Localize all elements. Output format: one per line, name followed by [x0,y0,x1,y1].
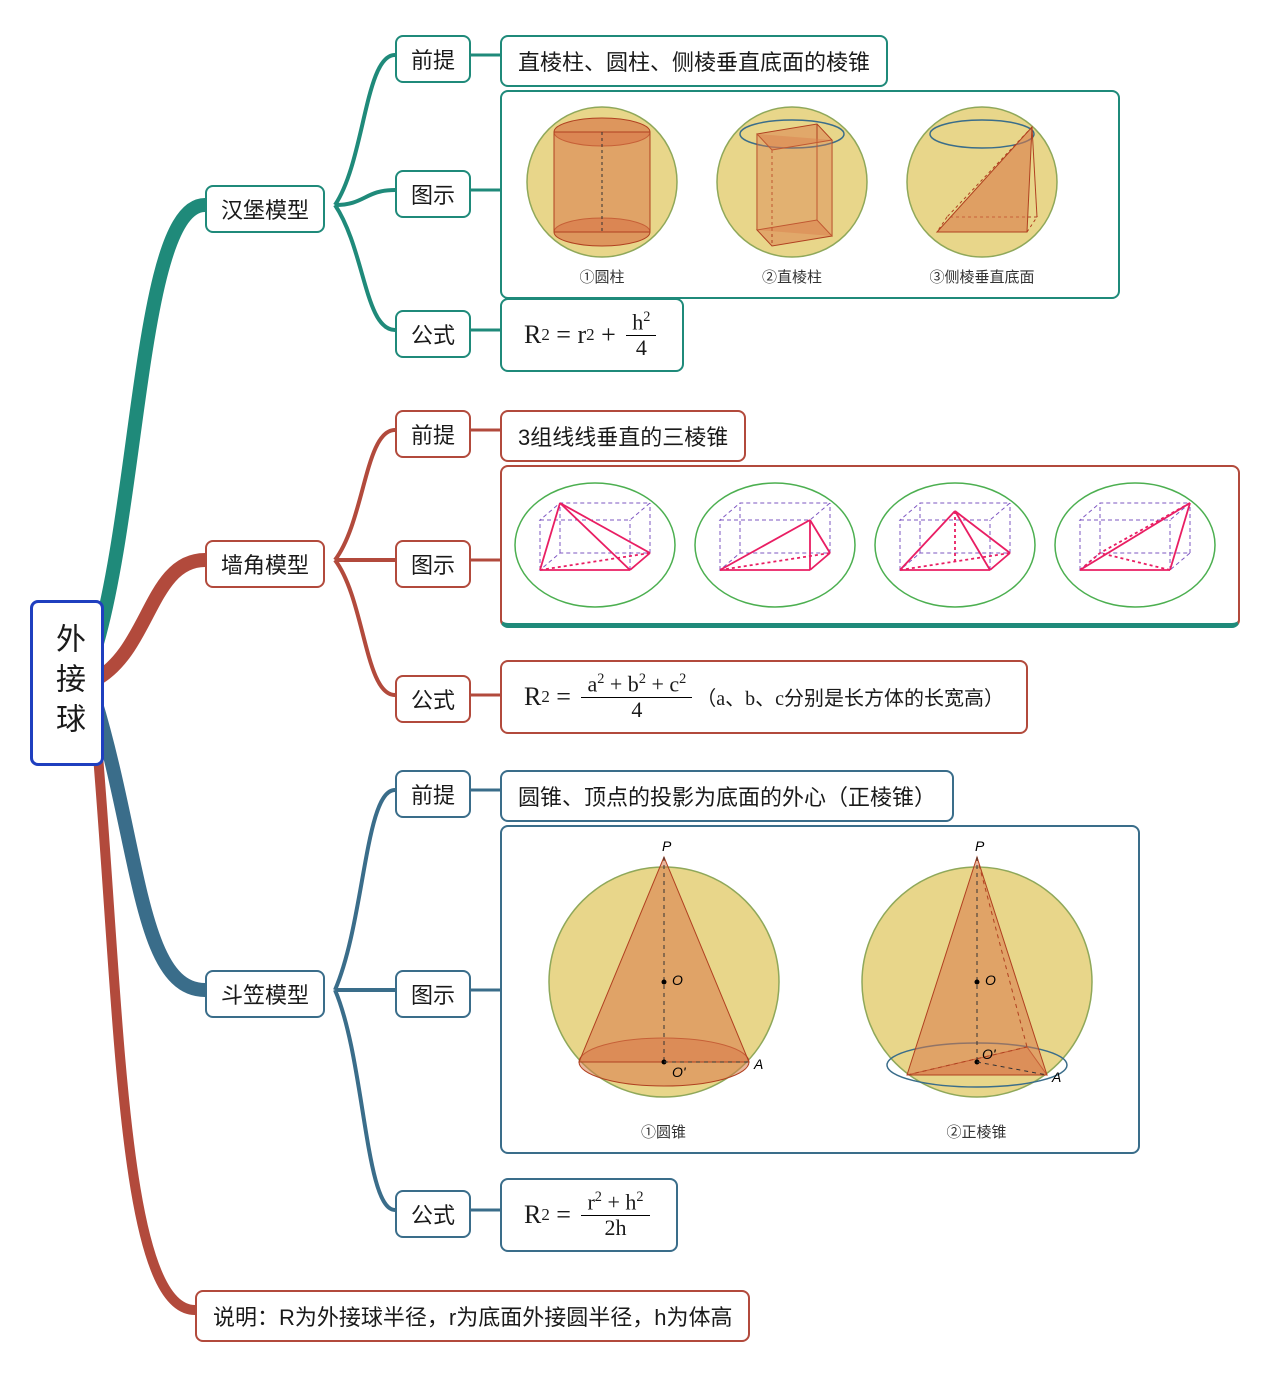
svg-text:A: A [753,1056,763,1072]
corner-diagram-label: 图示 [395,540,471,588]
corner-fig-4 [1050,475,1220,615]
svg-text:O: O [985,972,996,988]
hat-premise-text: 圆锥、顶点的投影为底面的外心（正棱锥） [500,770,954,822]
corner-fig-1 [510,475,680,615]
root-node: 外接球 [30,600,104,766]
hamburger-fig-3: ③侧棱垂直底面 [892,102,1072,287]
hamburger-fig-2: ②直棱柱 [702,102,882,287]
hamburger-fig-1: ①圆柱 [512,102,692,287]
hamburger-formula-label: 公式 [395,310,471,358]
corner-diagram [500,465,1240,628]
hamburger-premise-text: 直棱柱、圆柱、侧棱垂直底面的棱锥 [500,35,888,87]
svg-text:A: A [1051,1069,1061,1085]
corner-premise-label: 前提 [395,410,471,458]
hamburger-diagram: ①圆柱 ②直棱柱 ③侧棱垂直底面 [500,90,1120,299]
hat-formula: R2 = r2 + h22h [500,1178,678,1252]
corner-formula-label: 公式 [395,675,471,723]
hat-premise-label: 前提 [395,770,471,818]
hat-diagram-label: 图示 [395,970,471,1018]
corner-premise-text: 3组线线垂直的三棱锥 [500,410,746,462]
branch-hamburger: 汉堡模型 [205,185,325,233]
branch-hat-label: 斗笠模型 [221,978,309,1010]
svg-text:O: O [672,972,683,988]
corner-fig-2 [690,475,860,615]
hat-diagram: O O' P A ①圆锥 O O' P A ②正棱锥 [500,825,1140,1154]
hat-fig-1: O O' P A ①圆锥 [534,837,794,1142]
hamburger-formula: R2 = r2 + h24 [500,298,684,372]
hat-fig-2: O O' P A ②正棱锥 [847,837,1107,1142]
hat-formula-label: 公式 [395,1190,471,1238]
branch-hamburger-label: 汉堡模型 [221,193,309,225]
svg-text:P: P [662,838,672,854]
svg-text:O': O' [982,1046,997,1062]
root-label: 外接球 [45,623,89,743]
corner-fig-3 [870,475,1040,615]
hamburger-premise-label: 前提 [395,35,471,83]
svg-text:O': O' [672,1064,687,1080]
hamburger-diagram-label: 图示 [395,170,471,218]
branch-corner-label: 墙角模型 [221,548,309,580]
branch-hat: 斗笠模型 [205,970,325,1018]
branch-corner: 墙角模型 [205,540,325,588]
legend-note: 说明：R为外接球半径，r为底面外接圆半径，h为体高 [195,1290,750,1342]
corner-formula: R2 = a2 + b2 + c24 （a、b、c分别是长方体的长宽高） [500,660,1028,734]
svg-text:P: P [975,838,985,854]
